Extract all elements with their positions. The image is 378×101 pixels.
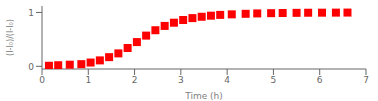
svg-text:5: 5 (271, 75, 277, 85)
svg-text:0: 0 (39, 75, 45, 85)
svg-text:1: 1 (28, 8, 34, 18)
svg-text:(I-I₀)/(I⁦-I₀): (I-I₀)/(I⁦-I₀) (6, 19, 15, 56)
svg-text:0: 0 (28, 62, 34, 72)
svg-text:1: 1 (85, 75, 91, 85)
svg-text:2: 2 (132, 75, 138, 85)
svg-text:6: 6 (317, 75, 323, 85)
svg-text:Time (h): Time (h) (184, 91, 223, 101)
svg-text:4: 4 (224, 75, 230, 85)
svg-text:7: 7 (363, 75, 369, 85)
svg-text:3: 3 (178, 75, 184, 85)
